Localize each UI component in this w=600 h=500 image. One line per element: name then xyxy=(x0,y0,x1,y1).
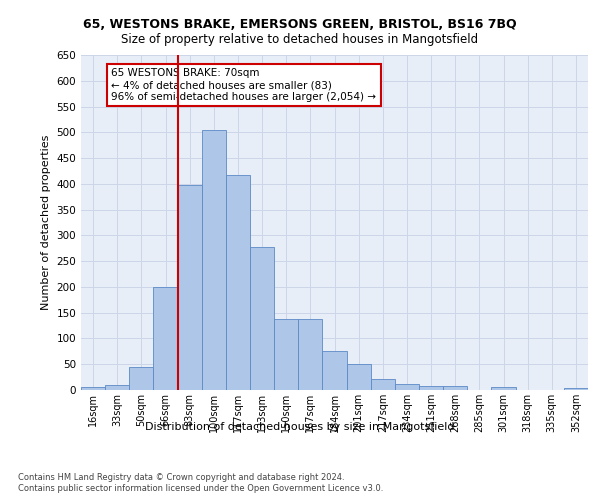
Bar xyxy=(443,386,467,390)
Bar xyxy=(395,384,419,390)
Bar xyxy=(178,186,202,390)
Bar xyxy=(347,364,371,390)
Text: 65, WESTONS BRAKE, EMERSONS GREEN, BRISTOL, BS16 7BQ: 65, WESTONS BRAKE, EMERSONS GREEN, BRIST… xyxy=(83,18,517,30)
Bar xyxy=(274,319,298,390)
Bar xyxy=(371,378,395,390)
Text: Distribution of detached houses by size in Mangotsfield: Distribution of detached houses by size … xyxy=(145,422,455,432)
Bar xyxy=(105,385,129,390)
Y-axis label: Number of detached properties: Number of detached properties xyxy=(41,135,51,310)
Bar xyxy=(322,352,347,390)
Bar xyxy=(250,247,274,390)
Text: Size of property relative to detached houses in Mangotsfield: Size of property relative to detached ho… xyxy=(121,32,479,46)
Bar xyxy=(564,388,588,390)
Bar xyxy=(81,388,105,390)
Bar xyxy=(226,174,250,390)
Bar xyxy=(491,387,515,390)
Text: 65 WESTONS BRAKE: 70sqm
← 4% of detached houses are smaller (83)
96% of semi-det: 65 WESTONS BRAKE: 70sqm ← 4% of detached… xyxy=(112,68,376,102)
Bar xyxy=(129,367,154,390)
Text: Contains HM Land Registry data © Crown copyright and database right 2024.: Contains HM Land Registry data © Crown c… xyxy=(18,472,344,482)
Bar xyxy=(154,287,178,390)
Bar xyxy=(298,319,322,390)
Text: Contains public sector information licensed under the Open Government Licence v3: Contains public sector information licen… xyxy=(18,484,383,493)
Bar xyxy=(202,130,226,390)
Bar xyxy=(419,386,443,390)
